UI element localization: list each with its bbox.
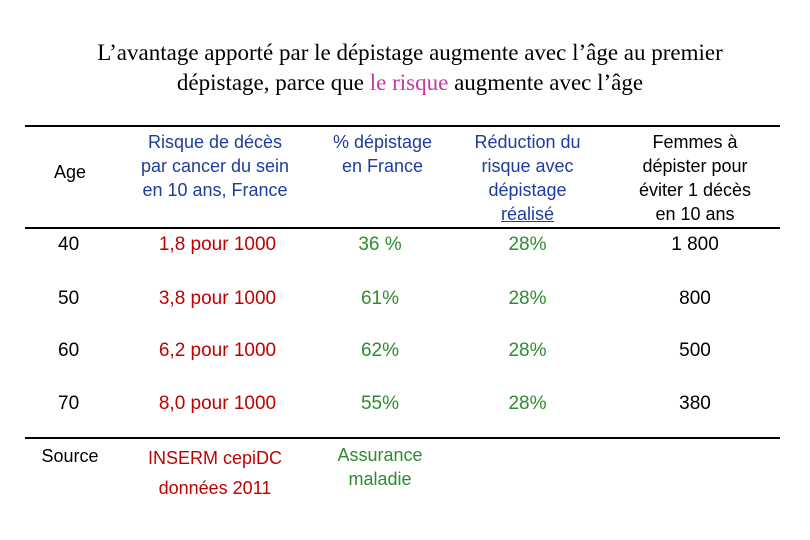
table-row-risque: 3,8 pour 1000 (158, 288, 277, 309)
table-row-age: 70 (58, 393, 80, 414)
page-title: L’avantage apporté par le dépistage augm… (40, 38, 780, 98)
table-row-depistage: 55% (360, 393, 400, 414)
header-bottom-rule (25, 227, 780, 229)
source-risque: INSERM cepiDC données 2011 (147, 448, 283, 498)
table-row-age: 40 (58, 234, 80, 255)
table-row-depistage: 61% (360, 288, 400, 309)
table-row-femmes: 380 (679, 393, 711, 414)
header-femmes: Femmes à dépister pour éviter 1 décès en… (638, 132, 752, 224)
table-row-reduction: 28% (508, 340, 547, 361)
table-row-depistage: 36 % (358, 234, 402, 255)
table-bottom-rule (25, 437, 780, 439)
title-line-1: L’avantage apporté par le dépistage augm… (97, 40, 723, 65)
source-label: Source (41, 446, 99, 466)
table-top-rule (25, 125, 780, 127)
title-line-2a: dépistage, parce que (176, 70, 370, 95)
header-depistage: % dépistage en France (332, 132, 433, 176)
table-row-femmes: 1 800 (671, 234, 719, 255)
table-row-reduction: 28% (508, 393, 547, 414)
source-depistage: Assurance maladie (337, 445, 423, 489)
table-row-age: 50 (58, 288, 80, 309)
table-row-risque: 8,0 pour 1000 (158, 393, 277, 414)
table-row-femmes: 800 (679, 288, 711, 309)
header-reduction: Réduction du risque avec dépistage réali… (474, 132, 581, 224)
table-row-risque: 1,8 pour 1000 (158, 234, 277, 255)
table-row-age: 60 (58, 340, 80, 361)
title-highlight: le risque (369, 70, 449, 95)
title-line-2b: augmente avec l’âge (448, 70, 644, 95)
table-row-depistage: 62% (360, 340, 400, 361)
header-age: Age (53, 162, 87, 182)
table-row-risque: 6,2 pour 1000 (158, 340, 277, 361)
table-row-reduction: 28% (508, 288, 547, 309)
table-row-femmes: 500 (679, 340, 711, 361)
header-risque: Risque de décès par cancer du sein en 10… (140, 132, 290, 200)
table-row-reduction: 28% (508, 234, 547, 255)
